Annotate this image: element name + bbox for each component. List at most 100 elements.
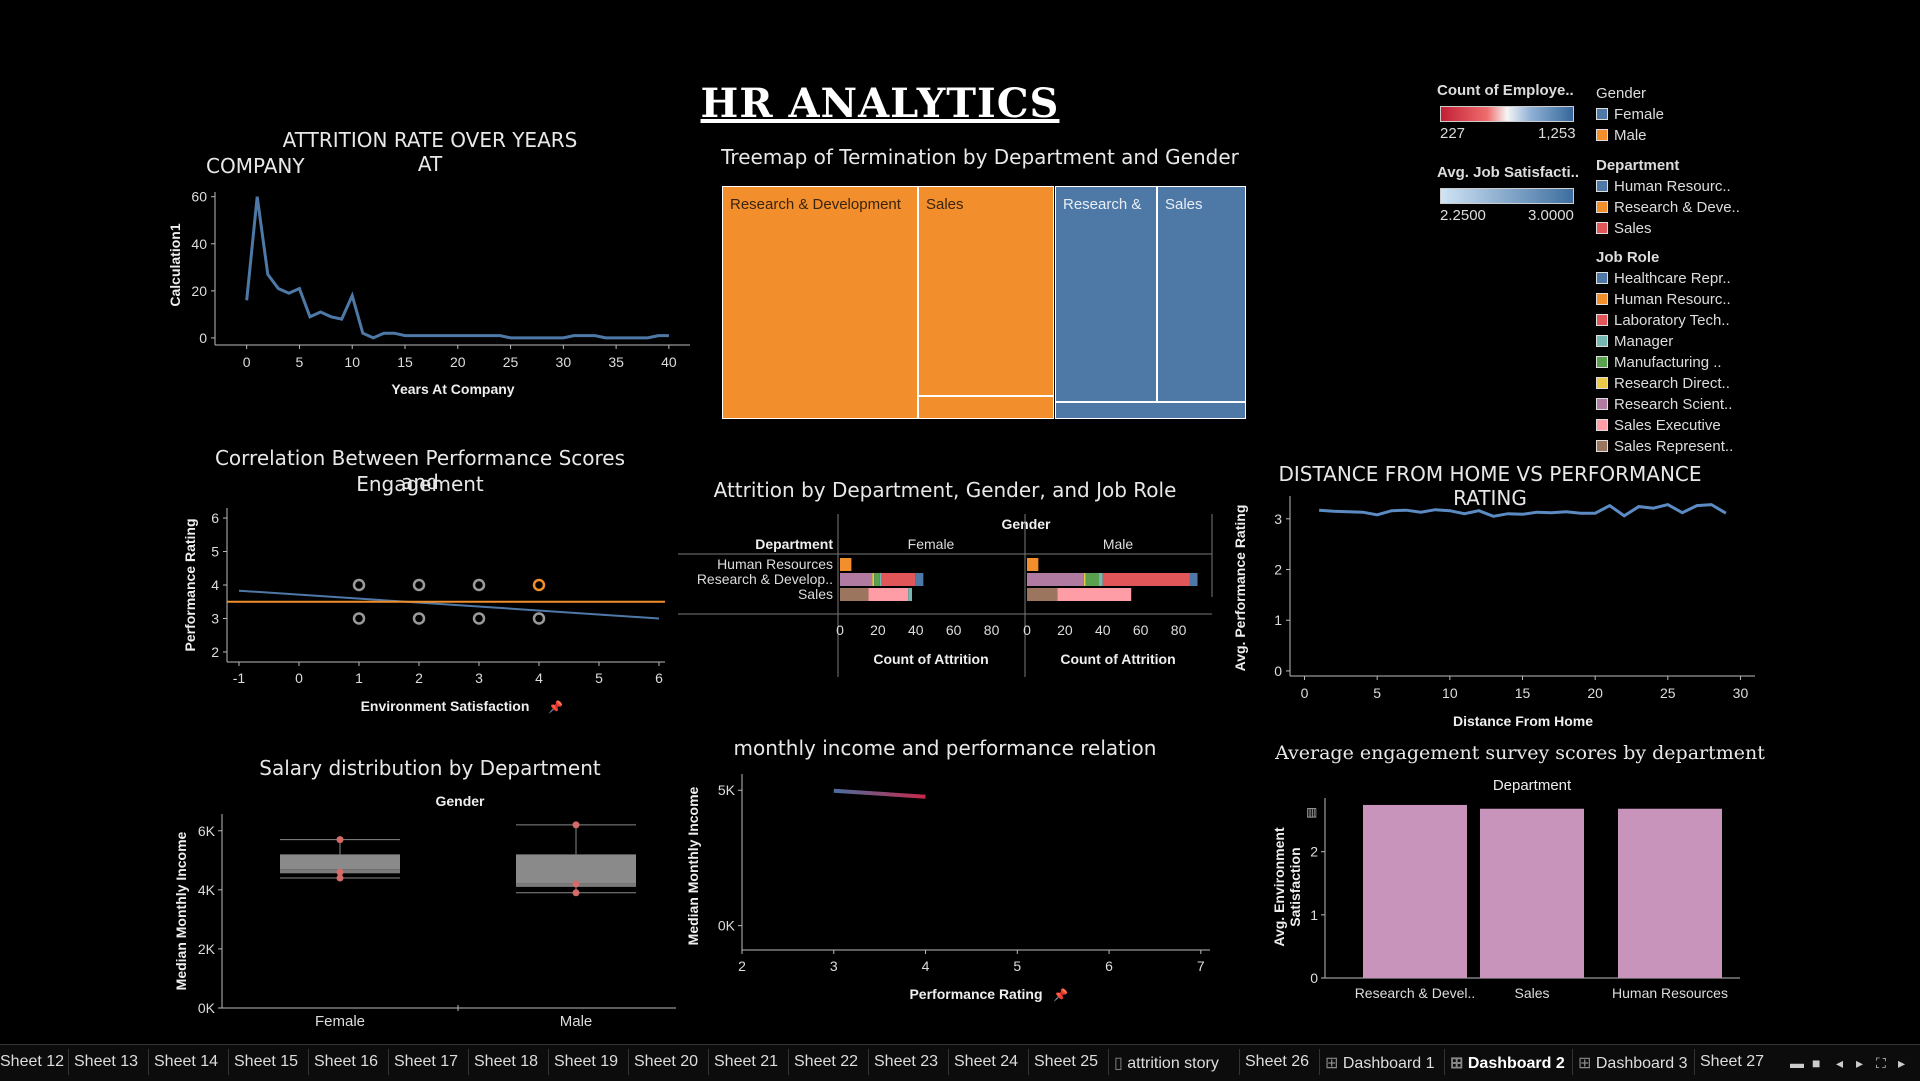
tab-prev-icon[interactable]: ◂ bbox=[1836, 1055, 1844, 1071]
legend-role-item[interactable]: Sales Represent.. bbox=[1596, 438, 1733, 455]
attr-dept-bar-segment[interactable] bbox=[1027, 588, 1058, 601]
attr-dept-bar-segment[interactable] bbox=[1083, 573, 1086, 586]
salary-point[interactable] bbox=[336, 836, 344, 844]
correlation-point[interactable] bbox=[352, 612, 366, 625]
legend-role-item[interactable]: Laboratory Tech.. bbox=[1596, 312, 1730, 329]
attr-dept-bar-segment[interactable] bbox=[840, 573, 873, 586]
engagement-bar[interactable] bbox=[1363, 804, 1467, 978]
attr-dept-bar-segment[interactable] bbox=[874, 573, 880, 586]
sheet-tab[interactable]: Sheet 12 bbox=[0, 1053, 64, 1071]
income-line[interactable] bbox=[833, 788, 926, 799]
legend-role-item[interactable]: Manufacturing .. bbox=[1596, 354, 1722, 371]
treemap-cell-sales-female[interactable]: Sales bbox=[1157, 186, 1246, 402]
sheet-tab[interactable]: Sheet 24 bbox=[954, 1053, 1018, 1071]
sheet-tab[interactable]: Sheet 14 bbox=[154, 1053, 218, 1071]
sheet-tab[interactable]: ▯ attrition story bbox=[1114, 1053, 1219, 1073]
correlation-point[interactable] bbox=[472, 578, 486, 592]
distance-chart[interactable]: 0 1 2 3 0 5 10 15 20 25 30 Avg. Performance Ratin… bbox=[1225, 488, 1765, 728]
sheet-tab[interactable]: Sheet 13 bbox=[74, 1053, 138, 1071]
attr-dept-bar-segment[interactable] bbox=[908, 588, 912, 601]
attr-dept-bar-segment[interactable] bbox=[1085, 573, 1099, 586]
salary-point[interactable] bbox=[572, 821, 580, 829]
sheet-tab[interactable]: ⊞ Dashboard 3 bbox=[1578, 1053, 1687, 1073]
salary-point[interactable] bbox=[572, 889, 580, 897]
attrition-chart[interactable]: 0 20 40 60 0 5 10 15 20 25 30 35 40 Calculation1 Ye… bbox=[160, 180, 700, 410]
show-tabs-icon[interactable]: ■ bbox=[1812, 1055, 1821, 1071]
attrition-line[interactable] bbox=[245, 196, 669, 340]
engagement-bar[interactable] bbox=[1480, 808, 1584, 978]
salary-point[interactable] bbox=[572, 880, 580, 888]
salary-chart[interactable]: Gender 0K 2K 4K 6K Female Male Median Month… bbox=[170, 786, 690, 1036]
correlation-point[interactable] bbox=[412, 578, 426, 592]
sheet-tab[interactable]: Sheet 19 bbox=[554, 1053, 618, 1071]
engagement-sort-icon[interactable]: ▥ bbox=[1306, 805, 1317, 819]
income-pin-icon[interactable]: 📌 bbox=[1053, 987, 1068, 1002]
sheet-tab[interactable]: Sheet 15 bbox=[234, 1053, 298, 1071]
salary-point[interactable] bbox=[336, 868, 344, 876]
attr-dept-bar-segment[interactable] bbox=[881, 573, 916, 586]
treemap-cell-hr-female[interactable] bbox=[1055, 402, 1246, 419]
attr-dept-bar-segment[interactable] bbox=[1027, 558, 1039, 571]
attr-dept-bar-segment[interactable] bbox=[915, 573, 924, 586]
correlation-pin-icon[interactable]: 📌 bbox=[548, 699, 563, 714]
engagement-bar[interactable] bbox=[1618, 808, 1722, 978]
treemap-cell-hr-male[interactable] bbox=[918, 396, 1054, 419]
attr-dept-bar-segment[interactable] bbox=[1189, 573, 1198, 586]
sheet-tab[interactable]: Sheet 21 bbox=[714, 1053, 778, 1071]
correlation-point[interactable] bbox=[532, 612, 546, 625]
sheet-tab[interactable]: ⊞ Dashboard 2 bbox=[1450, 1053, 1565, 1073]
salary-box-upper[interactable] bbox=[516, 854, 636, 884]
legend-role-item[interactable]: Manager bbox=[1596, 333, 1673, 350]
fit-view-icon[interactable]: ⛶ bbox=[1876, 1055, 1886, 1071]
legend-gender-item[interactable]: Female bbox=[1596, 106, 1664, 123]
sheet-tab[interactable]: Sheet 18 bbox=[474, 1053, 538, 1071]
treemap[interactable]: Research & Development Sales Research & … bbox=[722, 186, 1246, 419]
attr-dept-bars[interactable] bbox=[840, 558, 1198, 601]
legend-role-item[interactable]: Human Resourc.. bbox=[1596, 291, 1731, 308]
distance-line[interactable] bbox=[1318, 503, 1727, 518]
attr-dept-bar-segment[interactable] bbox=[1099, 573, 1103, 586]
attr-dept-bar-segment[interactable] bbox=[1102, 573, 1190, 586]
tab-next-icon[interactable]: ▸ bbox=[1856, 1055, 1864, 1071]
attr-dept-bar-segment[interactable] bbox=[1027, 573, 1084, 586]
attr-dept-bar-segment[interactable] bbox=[868, 588, 909, 601]
salary-point[interactable] bbox=[336, 874, 344, 882]
legend-jobsat-gradient[interactable] bbox=[1440, 188, 1574, 204]
sheet-tab[interactable]: Sheet 16 bbox=[314, 1053, 378, 1071]
sheet-tab[interactable]: ⊞ Dashboard 1 bbox=[1325, 1053, 1434, 1073]
sheet-tab[interactable]: Sheet 25 bbox=[1034, 1053, 1098, 1071]
attr-dept-bar-segment[interactable] bbox=[872, 573, 875, 586]
sheet-tab[interactable]: Sheet 23 bbox=[874, 1053, 938, 1071]
legend-dept-item[interactable]: Sales bbox=[1596, 220, 1652, 237]
salary-box-upper[interactable] bbox=[280, 854, 400, 870]
attr-dept-bar-segment[interactable] bbox=[879, 573, 882, 586]
attr-dept-bar-segment[interactable] bbox=[840, 558, 852, 571]
engagement-bars[interactable] bbox=[1363, 804, 1722, 978]
sheet-tab[interactable]: Sheet 22 bbox=[794, 1053, 858, 1071]
attr-dept-chart[interactable]: Gender Department Female Male Human Reso… bbox=[678, 512, 1218, 682]
correlation-point[interactable] bbox=[352, 578, 366, 592]
correlation-points[interactable] bbox=[352, 578, 546, 625]
sheet-tab[interactable]: Sheet 17 bbox=[394, 1053, 458, 1071]
tab-last-icon[interactable]: ▸ bbox=[1898, 1055, 1906, 1071]
legend-gender-item[interactable]: Male bbox=[1596, 127, 1647, 144]
income-chart[interactable]: 0K 5K 2 3 4 5 6 7 Median Monthly Income Perfor… bbox=[680, 766, 1220, 1006]
sheet-tab[interactable]: Sheet 27 bbox=[1700, 1053, 1764, 1071]
legend-role-item[interactable]: Healthcare Repr.. bbox=[1596, 270, 1731, 287]
salary-boxes[interactable] bbox=[280, 821, 636, 897]
correlation-point[interactable] bbox=[532, 578, 546, 592]
legend-role-item[interactable]: Sales Executive bbox=[1596, 417, 1721, 434]
treemap-cell-rd-male[interactable]: Research & Development bbox=[722, 186, 918, 419]
correlation-chart[interactable]: 2 3 4 5 6 -1 0 1 2 3 4 5 6 Performance Rating Envir… bbox=[170, 500, 690, 720]
correlation-point[interactable] bbox=[412, 612, 426, 625]
legend-role-item[interactable]: Research Scient.. bbox=[1596, 396, 1732, 413]
engagement-chart[interactable]: Department 0 1 2 Research & Devel.. Sales Hu… bbox=[1260, 772, 1760, 1022]
legend-role-item[interactable]: Research Direct.. bbox=[1596, 375, 1730, 392]
sheet-tab[interactable]: Sheet 26 bbox=[1245, 1053, 1309, 1071]
sheet-tab[interactable]: Sheet 20 bbox=[634, 1053, 698, 1071]
correlation-point[interactable] bbox=[472, 612, 486, 625]
show-filmstrip-icon[interactable]: ▬ bbox=[1790, 1055, 1804, 1071]
legend-count-gradient[interactable] bbox=[1440, 106, 1574, 122]
treemap-cell-sales-male[interactable]: Sales bbox=[918, 186, 1054, 396]
attr-dept-bar-segment[interactable] bbox=[1057, 588, 1132, 601]
